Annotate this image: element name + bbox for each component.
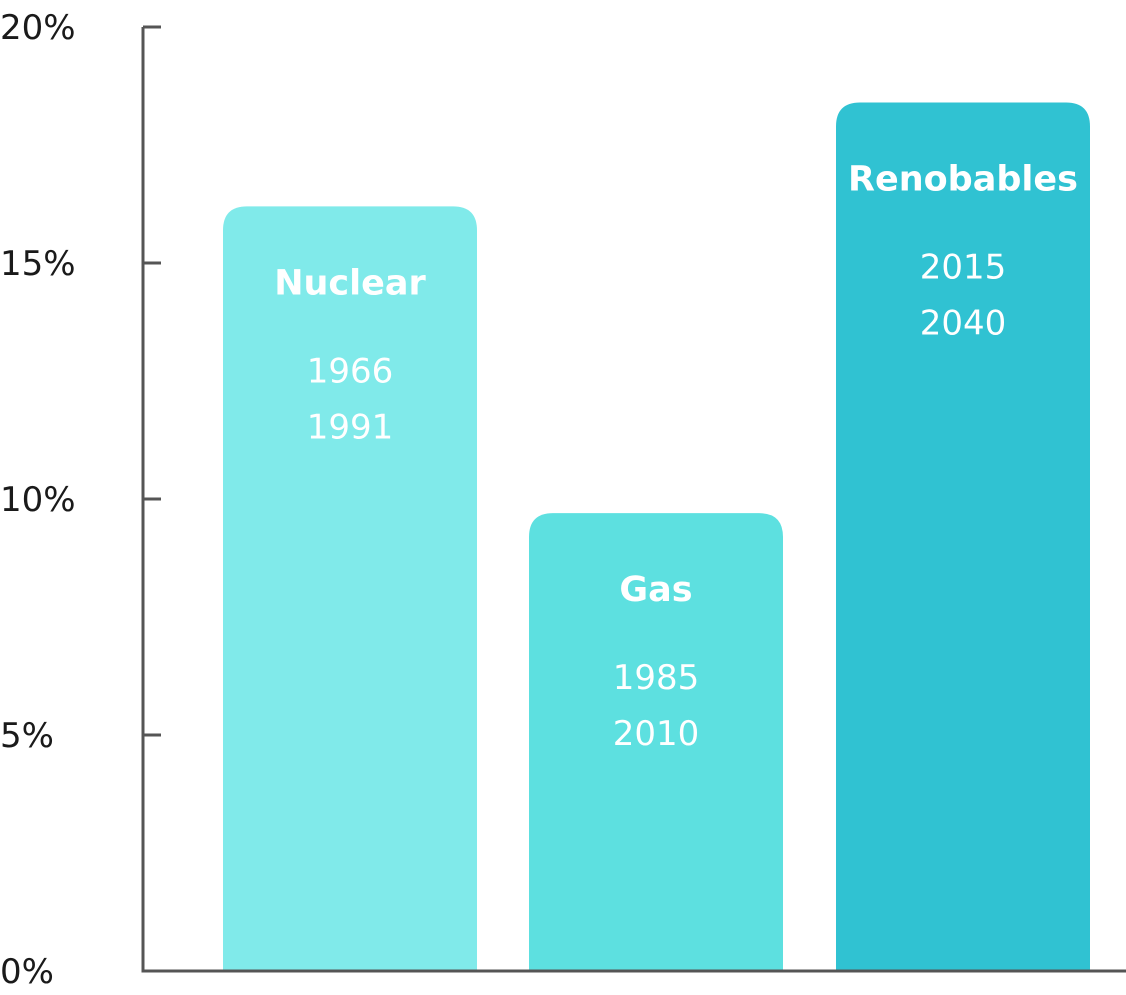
- bar-year-label: 2040: [920, 304, 1007, 344]
- bar-gas: [529, 513, 783, 971]
- bar-label: Renobables: [848, 160, 1078, 200]
- bars-group: Nuclear 1966 1991 Gas 1985 2010 Renobables 2015…: [223, 102, 1090, 972]
- y-tick-label: 20%: [0, 8, 76, 48]
- y-tick-label: 0%: [0, 952, 54, 992]
- y-axis-ticks: 0% 5% 10% 15% 20%: [0, 8, 161, 992]
- bar-year-label: 2010: [613, 714, 700, 754]
- bar-year-label: 1966: [307, 351, 394, 391]
- bar-renobables: [836, 102, 1090, 971]
- bar-year-label: 1985: [613, 658, 700, 698]
- bar-year-label: 2015: [920, 248, 1007, 288]
- bar-label: Gas: [619, 570, 692, 610]
- y-tick-label: 10%: [0, 480, 76, 520]
- y-tick-label: 5%: [0, 716, 54, 756]
- y-tick-label: 15%: [0, 244, 76, 284]
- bar-year-label: 1991: [307, 407, 394, 447]
- bar-label: Nuclear: [274, 263, 426, 303]
- bar-nuclear: [223, 206, 477, 972]
- axes-group: [141, 25, 1126, 973]
